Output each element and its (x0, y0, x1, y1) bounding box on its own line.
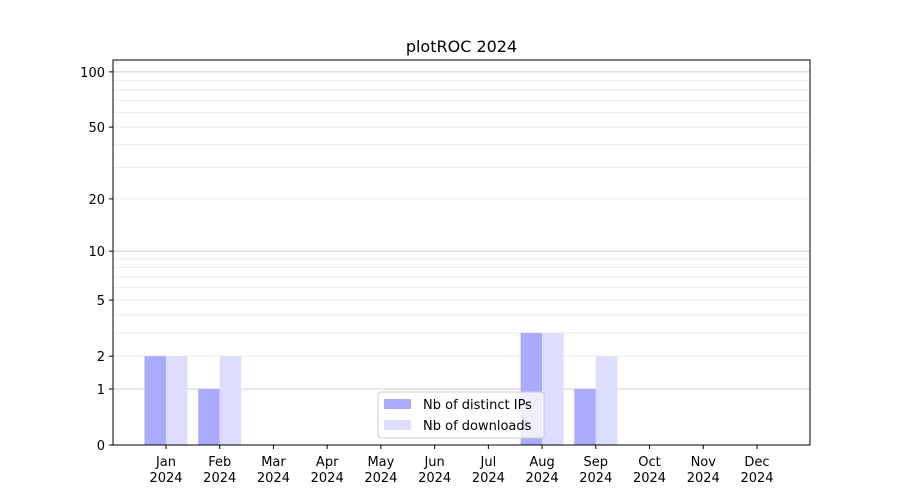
y-tick-label: 50 (88, 121, 105, 136)
legend-swatch (384, 399, 411, 409)
x-tick-label: 2024 (740, 471, 773, 486)
legend-swatch (384, 420, 411, 430)
x-tick-label: Apr (316, 455, 339, 470)
bar-distinct-ips (574, 388, 596, 445)
x-tick-label: Jul (480, 455, 497, 470)
x-tick-label: Aug (529, 455, 554, 470)
x-tick-label: Feb (208, 455, 231, 470)
bar-downloads (595, 356, 618, 445)
x-tick-label: 2024 (257, 471, 290, 486)
y-tick-label: 100 (80, 66, 105, 81)
chart-title: plotROC 2024 (406, 37, 517, 56)
y-tick-label: 10 (88, 245, 105, 260)
x-tick-label: Oct (638, 455, 660, 470)
plot-frame (112, 59, 811, 446)
x-tick-label: Mar (261, 455, 286, 470)
x-tick-label: 2024 (579, 471, 612, 486)
bar-downloads (166, 356, 188, 445)
y-tick-label: 0 (97, 439, 105, 454)
x-tick-label: Jan (155, 455, 176, 470)
x-tick-label: Dec (744, 455, 769, 470)
y-tick-label: 20 (88, 193, 105, 208)
y-tick-label: 5 (97, 294, 105, 309)
x-tick-label: Nov (691, 455, 717, 470)
y-tick-label: 1 (97, 383, 105, 398)
x-tick-label: Jun (423, 455, 444, 470)
x-tick-label: May (367, 455, 394, 470)
legend: Nb of distinct IPs Nb of downloads (377, 391, 545, 439)
legend-box (377, 391, 545, 439)
bar-distinct-ips (198, 388, 220, 445)
x-tick-label: 2024 (149, 471, 182, 486)
x-tick-label: 2024 (633, 471, 666, 486)
y-axis: 0 1 2 5 10 20 50 100 (80, 66, 113, 454)
x-tick-label: 2024 (364, 471, 397, 486)
y-tick-label: 2 (97, 350, 105, 365)
legend-label: Nb of distinct IPs (423, 398, 532, 413)
x-axis: Jan2024Feb2024Mar2024Apr2024May2024Jun20… (149, 445, 774, 486)
x-tick-label: Sep (584, 455, 609, 470)
bar-downloads (542, 332, 564, 445)
x-tick-label: 2024 (418, 471, 451, 486)
x-tick-label: 2024 (311, 471, 344, 486)
bars (144, 332, 618, 445)
x-tick-label: 2024 (526, 471, 559, 486)
bar-downloads (219, 356, 242, 445)
x-tick-label: 2024 (472, 471, 505, 486)
bar-distinct-ips (144, 356, 166, 445)
x-tick-label: 2024 (203, 471, 236, 486)
grid (113, 71, 810, 390)
x-tick-label: 2024 (687, 471, 720, 486)
legend-label: Nb of downloads (423, 419, 532, 434)
